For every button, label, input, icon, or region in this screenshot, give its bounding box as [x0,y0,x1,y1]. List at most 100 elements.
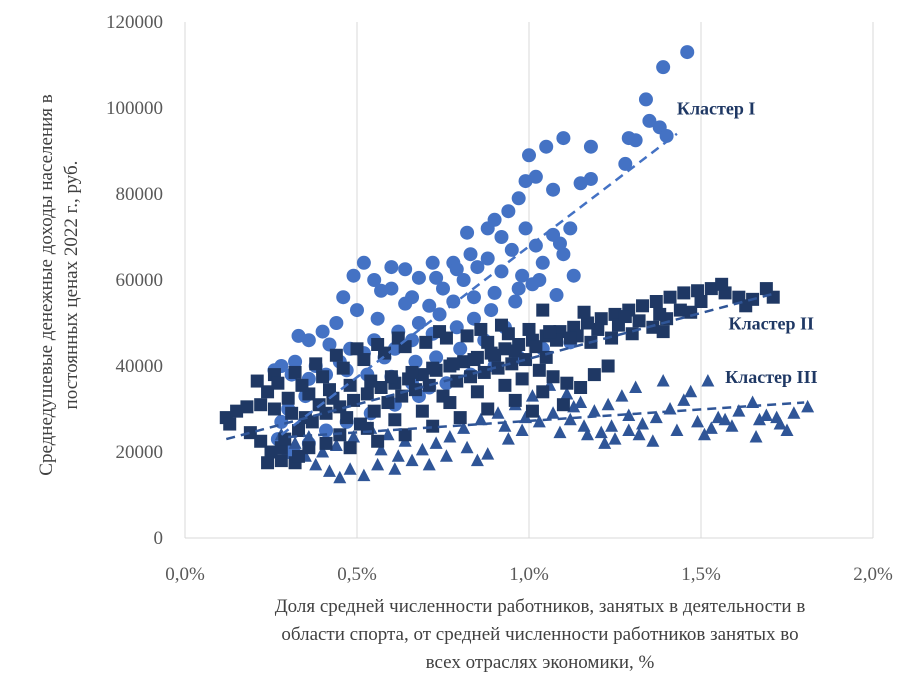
data-point-triangle [605,419,619,432]
data-point-triangle [357,468,371,482]
data-point-square [560,376,574,390]
data-point-circle [322,337,337,352]
data-point-triangle [684,384,698,398]
data-point-square [316,370,330,384]
data-point-triangle [563,412,577,426]
trendline [288,401,805,439]
data-point-square [587,368,601,382]
data-point-circle [398,296,413,311]
data-point-triangle [629,380,643,393]
data-point-circle [539,139,554,154]
data-point-square [488,348,502,362]
data-point-triangle [773,417,787,430]
data-point-triangle [622,408,636,421]
data-point-square [470,385,484,399]
data-point-triangle [343,462,357,475]
data-point-square [360,387,374,401]
data-point-square [381,396,395,410]
data-point-triangle [329,438,343,452]
data-point-square [443,396,457,410]
data-point-triangle [752,412,766,426]
data-point-circle [642,113,657,128]
data-point-circle [583,139,598,154]
data-point-square [374,381,388,394]
data-point-triangle [615,389,629,402]
y-tick-label: 20000 [116,442,164,463]
x-axis-title: Доля средней численности работников, зан… [275,596,806,673]
data-point-square [649,295,663,308]
data-point-square [230,404,244,418]
data-point-square [556,398,570,412]
data-point-square [519,353,533,367]
data-point-square [505,357,519,371]
data-point-triangle [439,449,453,462]
data-point-square [515,372,529,386]
data-point-square [704,282,718,296]
data-point-triangle [780,423,794,436]
data-point-square [594,312,608,326]
data-point-square [292,424,306,437]
data-point-square [498,342,512,356]
x-axis-title-line: всех отраслях экономики, % [426,652,655,673]
cluster-label: Кластер I [677,98,756,118]
data-point-circle [291,328,306,343]
data-point-circle [398,262,413,277]
data-point-square [460,329,474,343]
data-point-triangle [460,440,474,454]
trendlines [225,132,805,441]
data-point-circle [525,277,540,292]
data-point-triangle [704,421,718,434]
data-point-circle [436,281,450,296]
data-point-circle [552,236,567,251]
data-point-triangle [656,374,670,387]
data-point-triangle [443,429,457,443]
data-point-circle [522,148,536,163]
data-point-circle [566,268,581,283]
data-point-circle [573,176,588,191]
data-point-triangle [587,404,601,417]
data-point-triangle [457,421,471,434]
data-point-triangle [481,447,495,460]
data-point-circle [494,230,509,244]
data-point-square [656,325,670,339]
y-axis-ticks: 0 20000 40000 60000 80000 100000 120000 [106,12,163,549]
data-point-triangle [371,457,385,471]
data-point-triangle [725,419,739,432]
x-tick-label: 2,0% [853,564,893,585]
data-point-square [419,335,433,349]
data-point-square [498,378,512,392]
data-point-circle [480,251,495,266]
data-point-triangle [501,432,515,445]
data-point-square [326,391,340,405]
data-point-square [508,344,522,358]
data-point-triangle [632,427,646,441]
data-point-triangle [470,453,484,467]
series-3 [274,374,815,484]
data-point-square [525,404,539,418]
trendline [280,132,678,436]
data-point-triangle [608,432,622,445]
data-point-square [343,441,357,455]
data-point-circle [429,350,444,365]
data-point-square [333,428,347,442]
data-point-square [340,411,354,425]
data-point-square [433,325,447,339]
data-point-square [481,335,495,349]
data-point-circle [618,156,633,171]
data-point-square [295,378,309,392]
data-point-circle [460,225,475,240]
data-point-circle [680,45,695,60]
data-point-square [288,365,302,379]
data-point-square [474,322,488,336]
data-point-square [467,353,481,367]
data-point-square [223,417,237,431]
data-point-circle [370,311,385,326]
data-point-circle [350,303,364,318]
data-point-circle [446,294,461,309]
data-point-square [367,404,381,418]
data-point-circle [515,268,530,283]
data-point-circle [315,324,330,339]
data-point-square [522,322,536,336]
y-tick-label: 80000 [116,184,164,205]
data-point-triangle [622,423,636,436]
